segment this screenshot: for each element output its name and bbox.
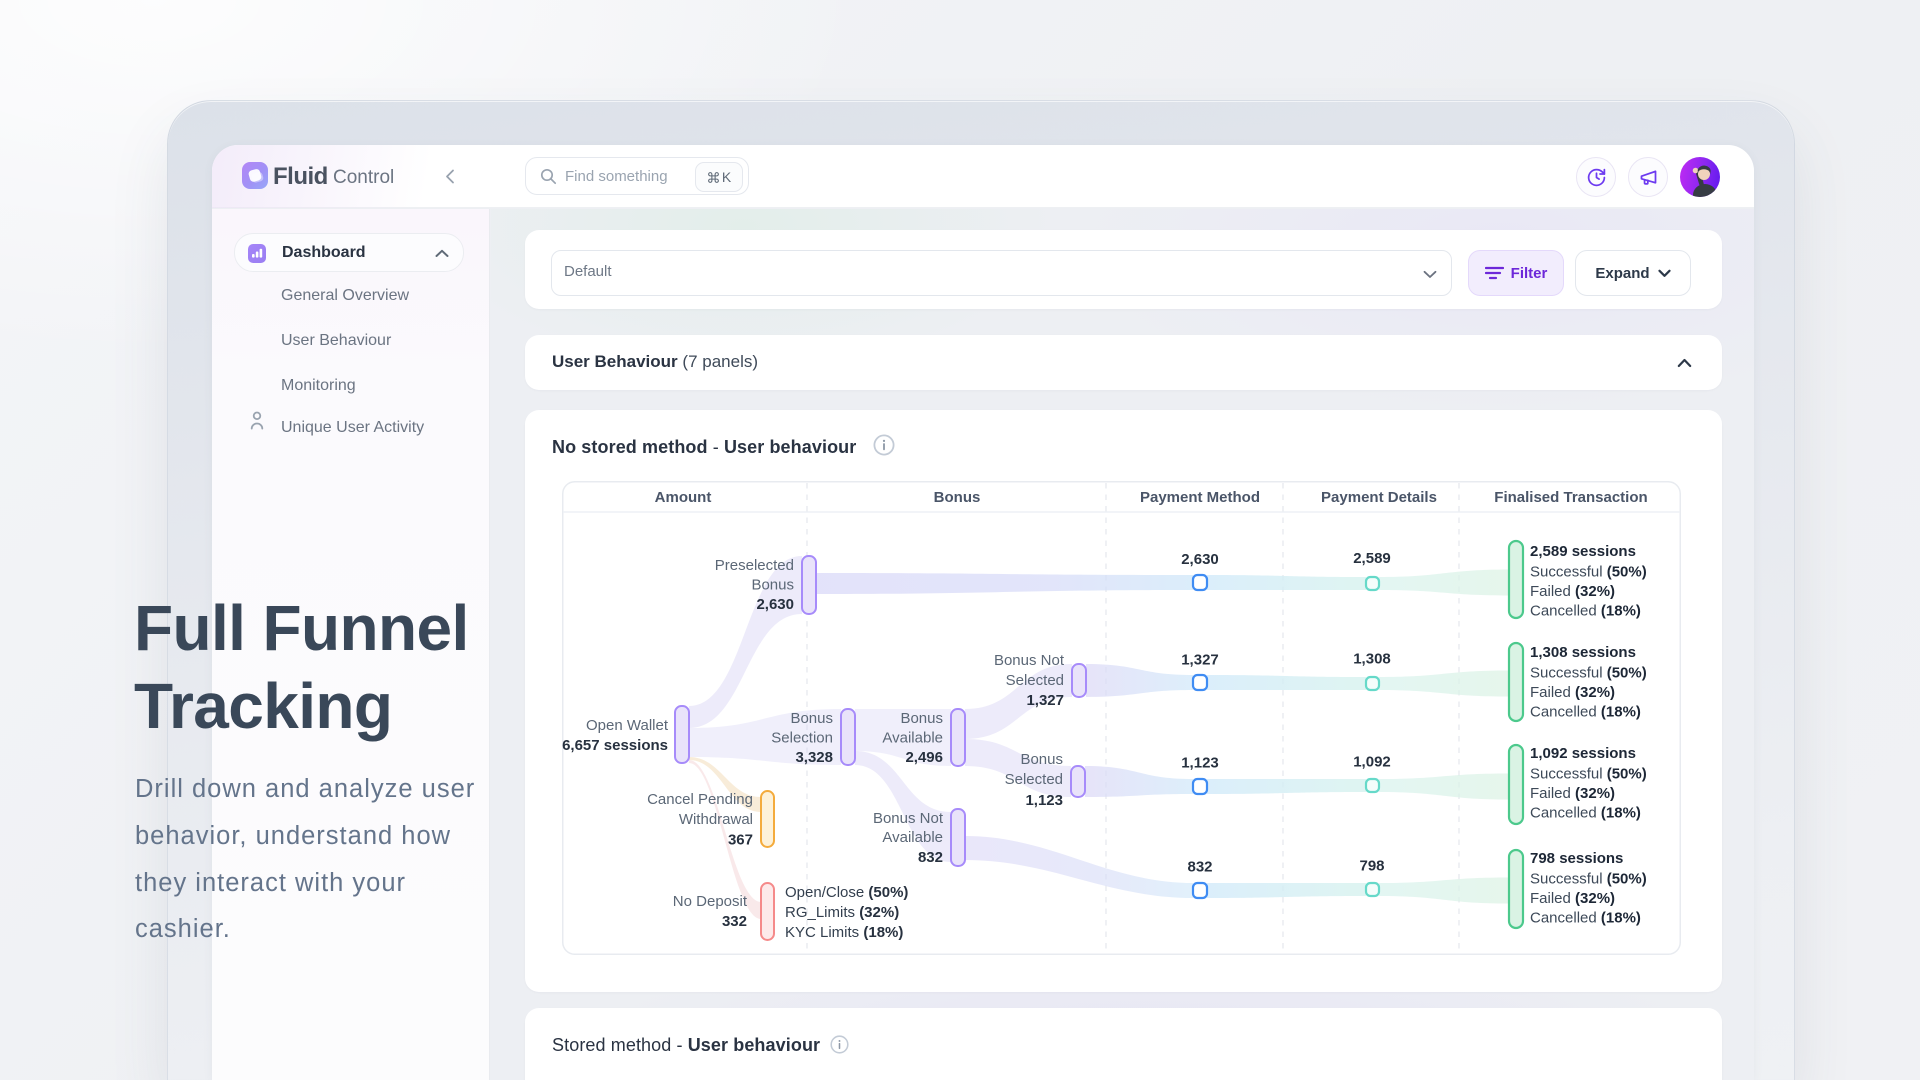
- svg-text:Bonus: Bonus: [934, 489, 981, 506]
- svg-text:2,630: 2,630: [756, 596, 794, 613]
- svg-text:2,630: 2,630: [1181, 551, 1219, 568]
- svg-text:1,308: 1,308: [1353, 651, 1391, 668]
- svg-text:367: 367: [728, 832, 753, 849]
- svg-text:Open/Close (50%): Open/Close (50%): [785, 884, 908, 901]
- svg-text:1,092 sessions: 1,092 sessions: [1530, 745, 1636, 762]
- svg-text:332: 332: [722, 913, 747, 930]
- svg-text:Successful (50%): Successful (50%): [1530, 564, 1647, 581]
- svg-text:Available: Available: [882, 829, 943, 846]
- svg-text:1,327: 1,327: [1181, 652, 1219, 669]
- svg-text:Available: Available: [882, 730, 943, 747]
- svg-text:Cancelled (18%): Cancelled (18%): [1530, 704, 1641, 721]
- svg-text:Bonus: Bonus: [1020, 751, 1063, 768]
- svg-text:KYC Limits (18%): KYC Limits (18%): [785, 924, 903, 941]
- svg-text:Failed (32%): Failed (32%): [1530, 583, 1615, 600]
- svg-text:Bonus Not: Bonus Not: [994, 652, 1065, 669]
- svg-text:Cancel Pending: Cancel Pending: [647, 791, 753, 808]
- svg-text:Amount: Amount: [655, 489, 712, 506]
- svg-text:798 sessions: 798 sessions: [1530, 850, 1623, 867]
- svg-text:Cancelled (18%): Cancelled (18%): [1530, 805, 1641, 822]
- svg-text:2,589: 2,589: [1353, 550, 1391, 567]
- svg-text:1,123: 1,123: [1025, 792, 1063, 809]
- svg-text:6,657 sessions: 6,657 sessions: [562, 737, 668, 754]
- svg-text:Payment Method: Payment Method: [1140, 489, 1260, 506]
- svg-text:No Deposit: No Deposit: [673, 893, 748, 910]
- svg-text:Bonus: Bonus: [790, 710, 833, 727]
- svg-text:832: 832: [918, 849, 943, 866]
- svg-text:Cancelled (18%): Cancelled (18%): [1530, 603, 1641, 620]
- svg-text:1,123: 1,123: [1181, 755, 1219, 772]
- svg-text:1,092: 1,092: [1353, 754, 1391, 771]
- svg-text:Withdrawal: Withdrawal: [679, 811, 753, 828]
- svg-text:Selected: Selected: [1006, 672, 1064, 689]
- svg-text:RG_Limits (32%): RG_Limits (32%): [785, 904, 899, 921]
- svg-text:Successful (50%): Successful (50%): [1530, 665, 1647, 682]
- svg-text:Open Wallet: Open Wallet: [586, 717, 669, 734]
- svg-text:Successful (50%): Successful (50%): [1530, 766, 1647, 783]
- svg-text:3,328: 3,328: [795, 749, 833, 766]
- svg-text:Payment Details: Payment Details: [1321, 489, 1437, 506]
- svg-text:Failed (32%): Failed (32%): [1530, 684, 1615, 701]
- svg-text:Selection: Selection: [771, 730, 833, 747]
- svg-text:Failed (32%): Failed (32%): [1530, 785, 1615, 802]
- svg-text:Successful (50%): Successful (50%): [1530, 871, 1647, 888]
- svg-text:798: 798: [1359, 858, 1384, 875]
- svg-text:1,327: 1,327: [1026, 692, 1064, 709]
- svg-text:Bonus: Bonus: [751, 577, 794, 594]
- svg-text:2,589 sessions: 2,589 sessions: [1530, 543, 1636, 560]
- svg-text:2,496: 2,496: [905, 749, 943, 766]
- svg-text:Cancelled (18%): Cancelled (18%): [1530, 910, 1641, 927]
- svg-text:Preselected: Preselected: [715, 557, 794, 574]
- svg-text:Bonus Not: Bonus Not: [873, 810, 944, 827]
- svg-text:Selected: Selected: [1005, 771, 1063, 788]
- svg-text:1,308 sessions: 1,308 sessions: [1530, 644, 1636, 661]
- svg-text:Failed (32%): Failed (32%): [1530, 890, 1615, 907]
- svg-text:Finalised Transaction: Finalised Transaction: [1494, 489, 1647, 506]
- svg-text:832: 832: [1187, 859, 1212, 876]
- svg-text:Bonus: Bonus: [900, 710, 943, 727]
